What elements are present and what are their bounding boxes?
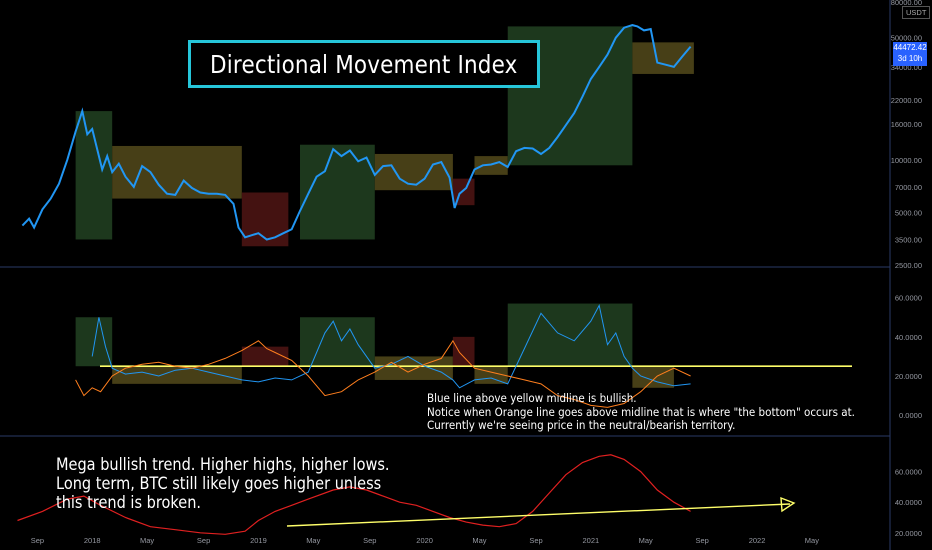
x-tick-label: May (639, 536, 653, 545)
x-tick-label: May (140, 536, 154, 545)
y-tick-label: 0.0000 (899, 411, 922, 420)
y-tick-label: 3500.00 (895, 235, 922, 244)
adx-line (17, 454, 691, 535)
chart-title: Directional Movement Index (210, 49, 518, 79)
x-tick-label: May (306, 536, 320, 545)
trend-annotation-line: this trend is broken. (56, 493, 202, 512)
y-tick-label: 80000.00 (891, 0, 922, 7)
y-tick-label: 22000.00 (891, 96, 922, 105)
price-pane (21, 24, 694, 247)
y-tick-label: 2500.00 (895, 261, 922, 270)
x-tick-label: Sep (363, 536, 376, 545)
zone-bear (452, 336, 475, 367)
x-tick-label: 2019 (250, 536, 267, 545)
title-box: Directional Movement Index (188, 40, 540, 88)
y-tick-label: 34000.00 (891, 63, 922, 72)
price-line (21, 24, 692, 241)
y-tick-label: 60.0000 (895, 294, 922, 303)
dmi-pane (75, 303, 852, 408)
zone-bull (75, 111, 113, 240)
y-tick-label: 7000.00 (895, 183, 922, 192)
y-tick-label: 60.0000 (895, 468, 922, 477)
last-price-value: 44472.42 (893, 43, 927, 52)
dmi-annotation-line: Currently we're seeing price in the neut… (427, 418, 736, 432)
adx-pane (17, 454, 796, 535)
y-tick-label: 5000.00 (895, 208, 922, 217)
trend-annotation-line: Long term, BTC still likely goes higher … (56, 474, 382, 493)
trendline-arrowhead (780, 496, 796, 513)
trend-annotation: Mega bullish trend. Higher highs, higher… (56, 455, 390, 512)
zone-bull (507, 303, 633, 367)
x-tick-label: 2021 (582, 536, 599, 545)
y-tick-label: 20.0000 (895, 529, 922, 538)
x-tick-label: Sep (197, 536, 210, 545)
y-tick-label: 20.0000 (895, 372, 922, 381)
y-tick-label: 40.0000 (895, 498, 922, 507)
currency-badge[interactable]: USDT (902, 6, 931, 19)
x-tick-label: 2020 (416, 536, 433, 545)
x-tick-label: 2018 (84, 536, 101, 545)
y-tick-label: 10000.00 (891, 156, 922, 165)
zone-neutral (632, 42, 694, 74)
last-price-tag: 44472.42 3d 10h (893, 42, 927, 66)
di-plus-line (91, 304, 691, 389)
zone-neutral (112, 366, 242, 384)
x-axis-ticks: Sep 2018 May Sep 2019 May Sep 2020 May Sep 2021 May… (31, 536, 820, 545)
x-tick-label: Sep (31, 536, 44, 545)
dmi-annotation: Blue line above yellow midline is bullis… (427, 391, 855, 433)
dmi-zones (75, 303, 674, 388)
x-tick-label: Sep (696, 536, 709, 545)
zone-bull (299, 317, 375, 367)
zone-bear (241, 346, 289, 367)
trendline (286, 503, 791, 527)
zone-neutral (632, 366, 674, 388)
pane-separators (0, 0, 891, 550)
dmi-annotation-line: Notice when Orange line goes above midli… (427, 404, 855, 419)
x-tick-label: May (472, 536, 486, 545)
zone-bull (75, 317, 113, 367)
y-tick-label: 40.0000 (895, 333, 922, 342)
y-tick-label: 16000.00 (891, 120, 922, 129)
x-tick-label: May (805, 536, 819, 545)
bar-countdown: 3d 10h (897, 54, 923, 63)
y-tick-label: 50000.00 (891, 34, 922, 43)
trend-annotation-line: Mega bullish trend. Higher highs, higher… (56, 455, 390, 474)
x-tick-label: Sep (529, 536, 542, 545)
zone-neutral (374, 356, 453, 380)
di-minus-line (75, 339, 691, 408)
zone-neutral (112, 145, 242, 199)
x-tick-label: 2022 (749, 536, 766, 545)
y-axis-ticks: 80000.00 50000.00 34000.00 22000.00 16000.00… (891, 0, 922, 538)
dmi-annotation-line: Blue line above yellow midline is bullis… (427, 391, 637, 405)
